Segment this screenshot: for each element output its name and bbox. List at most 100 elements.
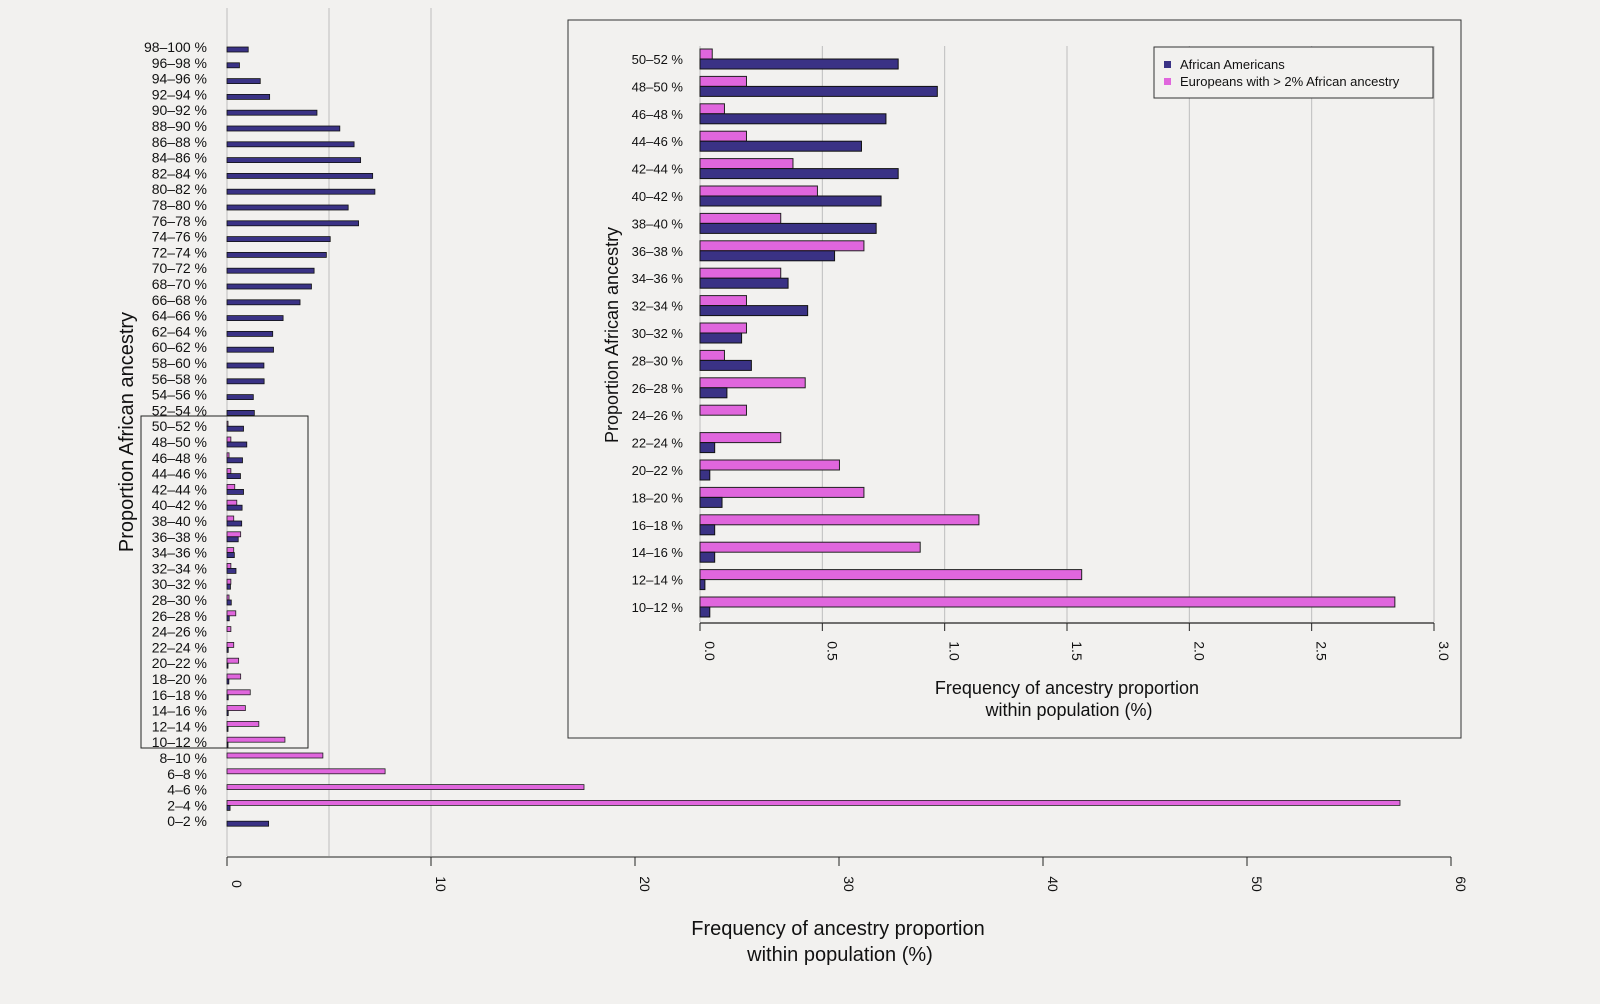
main-category-labels: 0–2 %2–4 %4–6 %6–8 %8–10 %10–12 %12–14 %… (144, 39, 207, 829)
category-label: 30–32 % (152, 576, 207, 592)
category-label: 46–48 % (152, 450, 207, 466)
bar-europeans (226, 689, 251, 696)
inset-bar-europeans (699, 541, 921, 553)
inset-category-label: 38–40 % (632, 216, 684, 231)
category-label: 76–78 % (152, 213, 207, 229)
inset-bars (699, 48, 1396, 618)
inset-category-label: 22–24 % (632, 436, 684, 451)
bar-europeans (226, 468, 232, 475)
category-label: 22–24 % (152, 639, 207, 655)
main-y-axis-title: Proportion African ancestry (116, 312, 138, 552)
category-label: 0–2 % (167, 813, 207, 829)
inset-category-label: 16–18 % (632, 518, 684, 533)
main-tick-label: 30 (841, 876, 857, 892)
bar-african-americans (226, 710, 229, 716)
inset-category-label: 46–48 % (632, 107, 684, 122)
inset-bar-african-americans (699, 524, 716, 536)
bar-african-americans (226, 157, 362, 164)
bar-african-americans (226, 172, 374, 179)
category-label: 6–8 % (167, 766, 207, 782)
bar-african-americans (226, 678, 230, 685)
inset-category-label: 24–26 % (632, 408, 684, 423)
bar-europeans (226, 436, 232, 443)
category-label: 62–64 % (152, 323, 207, 339)
category-label: 50–52 % (152, 418, 207, 434)
category-label: 40–42 % (152, 497, 207, 513)
bar-african-americans (226, 457, 243, 464)
main-tick-label: 10 (433, 876, 449, 892)
category-label: 38–40 % (152, 513, 207, 529)
category-label: 56–58 % (152, 371, 207, 387)
legend-swatch-europeans (1164, 78, 1171, 85)
category-label: 8–10 % (160, 750, 207, 766)
main-tick-label: 40 (1045, 876, 1061, 892)
bar-african-americans (226, 330, 274, 337)
inset-category-label: 10–12 % (632, 600, 684, 615)
category-label: 48–50 % (152, 434, 207, 450)
bar-african-americans (226, 726, 229, 732)
inset-category-label: 20–22 % (632, 463, 684, 478)
bar-europeans (226, 673, 242, 680)
bar-african-americans (226, 78, 261, 84)
bar-african-americans (226, 599, 232, 606)
category-label: 26–28 % (152, 608, 207, 624)
category-label: 42–44 % (152, 481, 207, 497)
main-tick-label: 0 (229, 880, 245, 888)
bar-african-americans (226, 568, 237, 574)
category-label: 80–82 % (152, 181, 207, 197)
bar-europeans (226, 420, 229, 427)
bar-europeans (226, 721, 260, 727)
inset-tick-label: 1.5 (1069, 641, 1085, 661)
inset-bar-europeans (699, 432, 782, 444)
category-label: 66–68 % (152, 292, 207, 308)
inset-tick-label: 3.0 (1436, 641, 1452, 661)
category-label: 14–16 % (152, 703, 207, 719)
bar-europeans (226, 578, 232, 585)
inset-category-label: 26–28 % (632, 381, 684, 396)
inset-category-label: 40–42 % (632, 189, 684, 204)
inset-bar-african-americans (699, 387, 728, 399)
bar-african-americans (226, 409, 255, 416)
bar-african-americans (226, 615, 230, 622)
bar-african-americans (226, 425, 244, 432)
category-label: 54–56 % (152, 387, 207, 403)
inset-tick-label: 2.5 (1314, 641, 1330, 661)
inset-bar-europeans (699, 349, 725, 361)
bar-europeans (226, 563, 232, 569)
main-x-axis: 0 10 20 30 40 50 60 (226, 856, 1469, 892)
bar-europeans (226, 736, 286, 743)
bar-african-americans (226, 315, 284, 322)
inset-bar-african-americans (699, 277, 789, 289)
bar-african-americans (226, 299, 301, 306)
inset-bar-europeans (699, 404, 747, 416)
bar-african-americans (226, 552, 235, 558)
inset-bar-europeans (699, 130, 747, 142)
category-label: 98–100 % (144, 39, 207, 55)
inset-bar-europeans (699, 158, 794, 170)
inset-category-labels: 10–12 % 12–14 % 14–16 % 16–18 % 18–20 % 20–22… (632, 52, 684, 615)
inset-bar-europeans (699, 212, 782, 224)
category-label: 84–86 % (152, 150, 207, 166)
bar-african-americans (226, 583, 231, 590)
category-label: 36–38 % (152, 529, 207, 545)
inset-category-label: 44–46 % (632, 134, 684, 149)
main-bars (226, 46, 1401, 827)
category-label: 34–36 % (152, 545, 207, 561)
category-label: 52–54 % (152, 402, 207, 418)
category-label: 96–98 % (152, 55, 207, 71)
category-label: 18–20 % (152, 671, 207, 687)
inset-panel: 10–12 % 12–14 % 14–16 % 16–18 % 18–20 % 20–22… (567, 19, 1462, 739)
bar-african-americans (226, 441, 248, 448)
bar-african-americans (226, 378, 265, 385)
category-label: 32–34 % (152, 560, 207, 576)
main-x-axis-title-line2: within population (%) (746, 944, 933, 966)
bar-african-americans (226, 220, 359, 227)
inset-bar-europeans (699, 377, 806, 389)
inset-bar-europeans (699, 295, 747, 307)
category-label: 90–92 % (152, 102, 207, 118)
bar-african-americans (226, 362, 265, 369)
category-label: 16–18 % (152, 687, 207, 703)
inset-bar-african-americans (699, 606, 711, 618)
inset-category-label: 34–36 % (632, 271, 684, 286)
